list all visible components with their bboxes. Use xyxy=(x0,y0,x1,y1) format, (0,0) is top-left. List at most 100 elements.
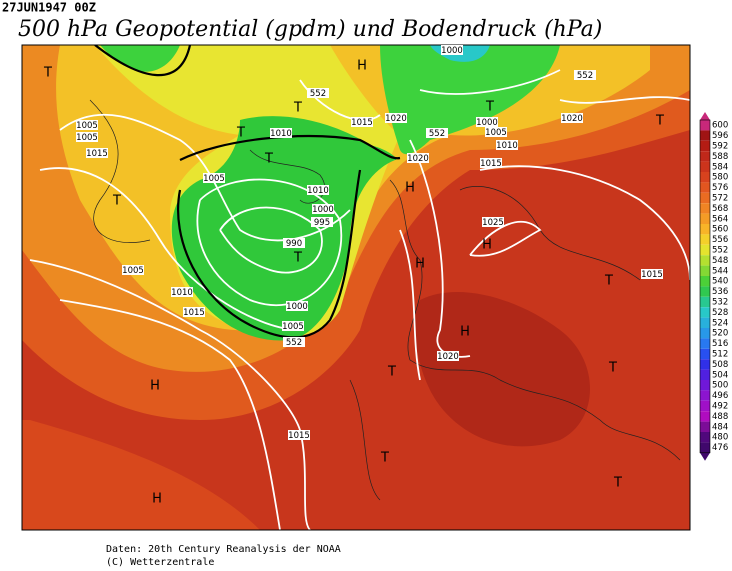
isobar-label: 1005 xyxy=(122,266,144,276)
isobar-label: 1000 xyxy=(286,302,308,312)
pressure-center: T xyxy=(43,66,52,81)
colorbar-label: 560 xyxy=(712,225,728,235)
isobar-label: 1010 xyxy=(307,186,329,196)
isobar-label-bg xyxy=(426,128,448,138)
isobar-label-bg xyxy=(283,238,305,248)
isobar-label-bg xyxy=(76,132,98,142)
pressure-center: T xyxy=(485,100,494,115)
colorbar-label: 600 xyxy=(712,121,728,131)
pressure-center: H xyxy=(150,379,160,394)
pressure-center: T xyxy=(236,126,245,141)
isobar-label: 1025 xyxy=(482,218,504,228)
isobar-label-bg xyxy=(282,321,304,331)
colorbar-label: 512 xyxy=(712,350,728,360)
colorbar-frame xyxy=(699,119,711,454)
colorbar-label: 508 xyxy=(712,360,728,370)
colorbar-swatch xyxy=(700,151,710,162)
isobar-label-bg xyxy=(86,148,108,158)
colorbar-swatch xyxy=(700,161,710,172)
isobar-label: 1020 xyxy=(407,154,429,164)
colorbar-swatch xyxy=(700,213,710,224)
isobar-label-bg xyxy=(311,217,333,227)
colorbar-swatch xyxy=(700,317,710,328)
colorbar-swatch xyxy=(700,203,710,214)
colorbar-label: 584 xyxy=(712,162,728,172)
pressure-center: H xyxy=(482,238,492,253)
colorbar-label: 496 xyxy=(712,391,728,401)
isobar-label: 1015 xyxy=(641,270,663,280)
isobar-label: 1015 xyxy=(86,149,108,159)
colorbar-swatch xyxy=(700,255,710,266)
pressure-center: T xyxy=(608,361,617,376)
colorbar-label: 520 xyxy=(712,329,728,339)
isobar-label-bg xyxy=(76,120,98,130)
isobar-label-bg xyxy=(496,140,518,150)
isobar-label: 1000 xyxy=(476,118,498,128)
isobar-label: 1020 xyxy=(437,352,459,362)
isobar-label: 552 xyxy=(577,71,593,81)
pressure-center: T xyxy=(604,274,613,289)
isobar-label: 1000 xyxy=(441,46,463,56)
colorbar-swatch xyxy=(700,359,710,370)
colorbar-cap xyxy=(700,112,710,120)
colorbar-label: 592 xyxy=(712,142,728,152)
colorbar-label: 552 xyxy=(712,246,728,256)
pressure-center: H xyxy=(405,181,415,196)
isobar-label: 990 xyxy=(286,239,302,249)
colorbar-swatch xyxy=(700,192,710,204)
colorbar-label: 564 xyxy=(712,214,728,224)
colorbar-swatch xyxy=(700,338,710,349)
isobar-label-bg xyxy=(641,269,663,279)
isobar-label: 1005 xyxy=(485,128,507,138)
isobar-label-bg xyxy=(485,127,507,137)
isobar-label-bg xyxy=(351,117,373,127)
isobar-label-bg xyxy=(441,45,463,55)
colorbar-label: 504 xyxy=(712,370,728,380)
isobar-label: 1005 xyxy=(76,121,98,131)
colorbar-cap xyxy=(700,452,710,461)
footer-line: (C) Wetterzentrale xyxy=(106,557,214,568)
isobar-label: 552 xyxy=(286,338,302,348)
colorbar-swatch xyxy=(700,286,710,297)
pressure-center: T xyxy=(264,152,273,167)
isobar-label: 552 xyxy=(429,129,445,139)
colorbar-swatch xyxy=(700,140,710,152)
colorbar-swatch xyxy=(700,328,710,339)
pressure-center: H xyxy=(357,59,367,74)
isobar-label-bg xyxy=(482,217,504,227)
isobar-label-bg xyxy=(407,153,429,163)
colorbar-label: 588 xyxy=(712,152,728,162)
colorbar-swatch xyxy=(700,120,710,131)
colorbar-label: 544 xyxy=(712,266,728,276)
isobar-label: 1020 xyxy=(385,114,407,124)
colorbar-label: 484 xyxy=(712,422,728,432)
colorbar-swatch xyxy=(700,432,710,443)
colorbar-label: 596 xyxy=(712,131,728,141)
title: 500 hPa Geopotential (gpdm) und Bodendru… xyxy=(18,17,602,42)
isobar-label-bg xyxy=(561,113,583,123)
colorbar-swatch xyxy=(700,265,710,276)
pressure-center: T xyxy=(380,451,389,466)
pressure-center: T xyxy=(293,251,302,266)
timestamp: 27JUN1947 00Z xyxy=(2,1,96,15)
colorbar-label: 548 xyxy=(712,256,728,266)
isobar-label-bg xyxy=(288,430,310,440)
isobar-label: 1020 xyxy=(561,114,583,124)
pressure-center: T xyxy=(655,114,664,129)
pressure-center: T xyxy=(613,476,622,491)
colorbar-label: 500 xyxy=(712,381,728,391)
colorbar-label: 480 xyxy=(712,433,728,443)
colorbar-label: 532 xyxy=(712,298,728,308)
isobar-label: 1015 xyxy=(288,431,310,441)
colorbar-swatch xyxy=(700,380,710,391)
colorbar-swatch xyxy=(700,296,710,308)
colorbar-label: 492 xyxy=(712,402,728,412)
footer-line: Daten: 20th Century Reanalysis der NOAA xyxy=(106,544,341,555)
colorbar-swatch xyxy=(700,234,710,245)
colorbar-swatch xyxy=(700,390,710,401)
colorbar-label: 580 xyxy=(712,173,728,183)
isobar-label-bg xyxy=(286,301,308,311)
isobar-label-bg xyxy=(171,287,193,297)
isobar-label: 1005 xyxy=(203,174,225,184)
